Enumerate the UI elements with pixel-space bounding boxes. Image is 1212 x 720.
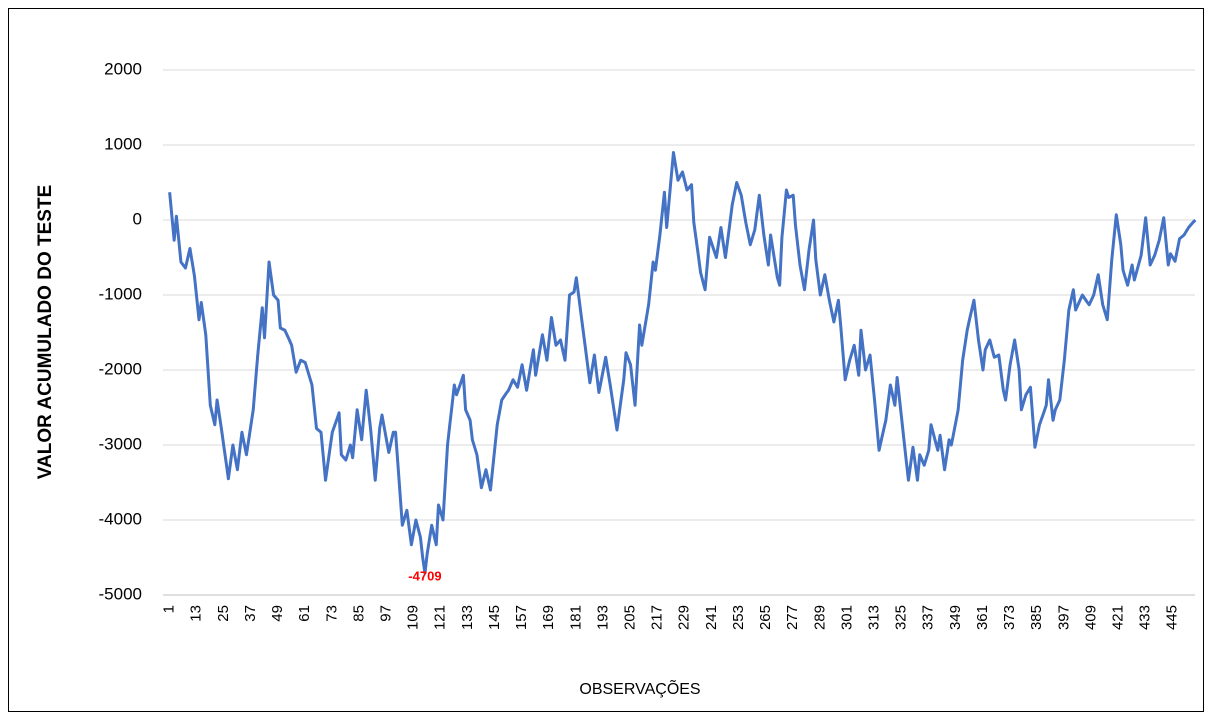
- data-line: [168, 151, 1197, 575]
- x-tick-label: 301: [838, 605, 855, 630]
- x-tick-label: 85: [350, 605, 367, 622]
- x-tick-label: 397: [1055, 605, 1072, 630]
- x-tick-label: 385: [1028, 605, 1045, 630]
- y-tick-label: 2000: [104, 59, 142, 78]
- y-axis-title: VALOR ACUMULADO DO TESTE: [35, 185, 56, 480]
- x-tick-label: 277: [784, 605, 801, 630]
- x-tick-label: 325: [893, 605, 910, 630]
- x-tick-label: 169: [540, 605, 557, 630]
- x-tick-label: 61: [296, 605, 313, 622]
- y-tick-label: -1000: [99, 284, 142, 303]
- x-tick-label: 349: [947, 605, 964, 630]
- x-tick-label: 181: [567, 605, 584, 630]
- y-tick-label: -2000: [99, 359, 142, 378]
- x-tick-label: 1: [161, 605, 178, 613]
- y-tick-label: -3000: [99, 434, 142, 453]
- x-tick-label: 73: [323, 605, 340, 622]
- x-tick-label: 109: [405, 605, 422, 630]
- x-tick-label: 121: [432, 605, 449, 630]
- x-tick-label: 205: [622, 605, 639, 630]
- x-tick-label: 49: [269, 605, 286, 622]
- y-tick-label: -4000: [99, 509, 142, 528]
- y-tick-label: -5000: [99, 584, 142, 603]
- x-tick-label: 97: [377, 605, 394, 622]
- x-tick-label: 289: [811, 605, 828, 630]
- x-tick-label: 145: [486, 605, 503, 630]
- x-tick-label: 313: [866, 605, 883, 630]
- x-tick-label: 193: [594, 605, 611, 630]
- x-tick-label: 25: [215, 605, 232, 622]
- x-tick-label: 253: [730, 605, 747, 630]
- x-tick-label: 37: [242, 605, 259, 622]
- x-tick-label: 157: [513, 605, 530, 630]
- x-tick-label: 241: [703, 605, 720, 630]
- x-tick-label: 217: [649, 605, 666, 630]
- y-tick-label: 0: [133, 209, 142, 228]
- x-tick-label: 265: [757, 605, 774, 630]
- x-tick-label: 133: [459, 605, 476, 630]
- data-label: -4709: [408, 569, 441, 584]
- x-tick-label: 361: [974, 605, 991, 630]
- x-tick-label: 445: [1164, 605, 1181, 630]
- x-tick-label: 13: [188, 605, 205, 622]
- x-axis-title: OBSERVAÇÕES: [579, 678, 700, 698]
- x-tick-label: 229: [676, 605, 693, 630]
- x-tick-label: 373: [1001, 605, 1018, 630]
- x-tick-label: 409: [1082, 605, 1099, 630]
- x-tick-label: 421: [1110, 605, 1127, 630]
- x-tick-label: 337: [920, 605, 937, 630]
- x-tick-label: 433: [1137, 605, 1154, 630]
- y-tick-label: 1000: [104, 134, 142, 153]
